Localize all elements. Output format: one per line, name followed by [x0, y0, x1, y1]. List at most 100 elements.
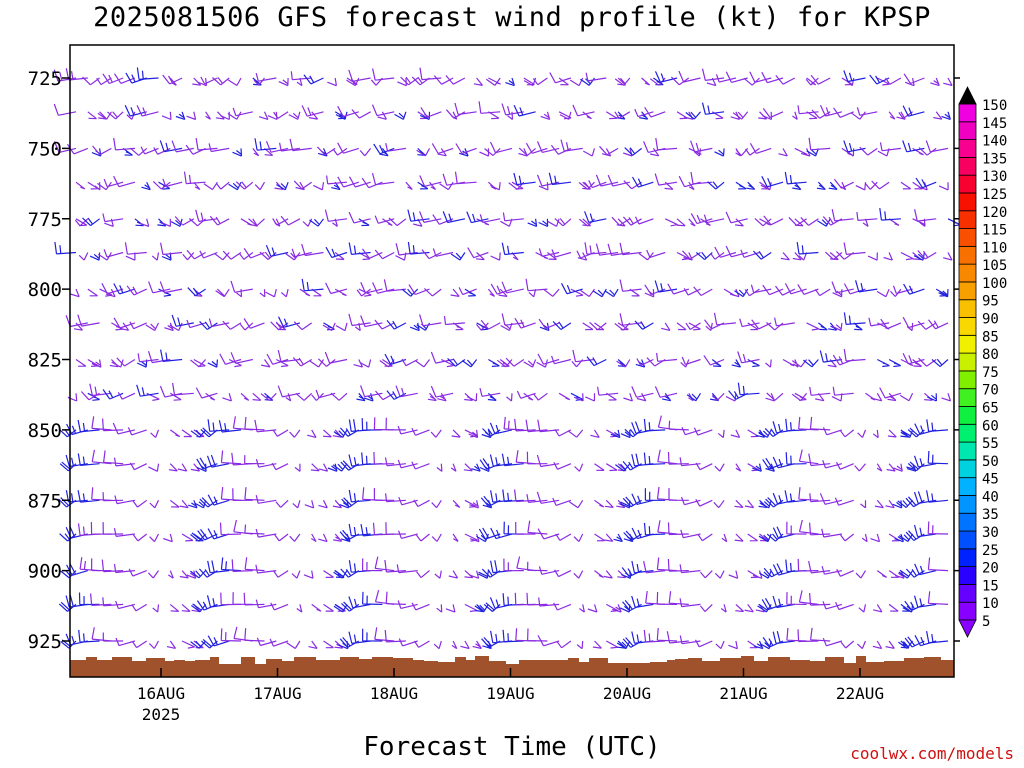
wind-barb — [261, 359, 271, 368]
wind-barb — [87, 111, 97, 120]
wind-barb — [218, 420, 242, 433]
wind-barb — [833, 107, 854, 118]
wind-barb — [586, 356, 607, 367]
wind-barb — [808, 137, 831, 151]
wind-barb — [274, 533, 289, 542]
wind-barb — [747, 358, 760, 368]
wind-barb — [450, 288, 460, 297]
wind-barb — [903, 73, 925, 85]
wind-barb — [311, 603, 322, 612]
wind-barb — [523, 359, 537, 368]
wind-barb — [172, 382, 194, 396]
wind-barb — [661, 322, 671, 331]
wind-barb — [536, 454, 560, 468]
wind-barb — [169, 499, 180, 508]
wind-barb — [941, 393, 952, 402]
wind-barb — [421, 249, 442, 260]
wind-barb — [619, 313, 642, 326]
wind-barb — [230, 352, 253, 364]
wind-barb — [373, 143, 395, 155]
wind-barb — [255, 599, 277, 609]
wind-barb — [333, 603, 348, 613]
wind-barb — [474, 604, 489, 613]
wind-barb — [526, 493, 548, 503]
wind-barb — [293, 180, 313, 190]
wind-barb — [832, 354, 854, 366]
wind-barb — [666, 631, 689, 644]
wind-barb — [621, 567, 642, 578]
wind-barb — [333, 570, 348, 579]
wind-barb — [538, 597, 560, 607]
wind-barb — [232, 592, 253, 605]
wind-barb — [809, 416, 831, 431]
wind-barb — [219, 353, 242, 365]
wind-barb — [888, 603, 899, 612]
wind-barb — [222, 393, 232, 402]
wind-barb — [928, 319, 949, 330]
wind-barb — [372, 282, 395, 294]
wind-barb — [525, 278, 548, 292]
wind-barb — [537, 635, 560, 647]
wind-barb — [233, 519, 253, 535]
wind-barb — [501, 103, 524, 116]
wind-barb — [798, 487, 819, 501]
wind-barb — [309, 218, 324, 227]
wind-barb — [824, 251, 843, 260]
wind-barb — [819, 105, 843, 117]
wind-barb — [558, 392, 571, 401]
wind-barb — [112, 422, 136, 435]
wind-barb — [239, 322, 254, 331]
wind-barb — [585, 393, 596, 402]
wind-barb — [868, 317, 890, 327]
colorbar-segment — [958, 103, 977, 123]
wind-barb — [302, 218, 313, 227]
wind-barb — [89, 383, 112, 397]
wind-barb — [525, 142, 548, 154]
wind-barb — [285, 393, 292, 402]
wind-barb — [843, 312, 866, 325]
wind-barb — [758, 429, 772, 438]
wind-barb — [478, 527, 501, 540]
wind-barb — [616, 111, 626, 120]
wind-barb — [160, 242, 183, 256]
wind-barb — [800, 216, 819, 226]
wind-barb — [754, 217, 772, 227]
wind-barb — [938, 289, 949, 298]
wind-barb — [91, 558, 112, 572]
colorbar-segment — [958, 228, 977, 247]
colorbar-segment — [958, 192, 977, 212]
wind-barb — [527, 628, 548, 642]
wind-barb — [181, 603, 191, 612]
wind-barb — [874, 499, 884, 509]
wind-barb — [160, 349, 183, 362]
wind-barb — [150, 429, 160, 438]
wind-barb — [91, 487, 112, 501]
wind-barb — [186, 249, 206, 260]
wind-barb — [303, 74, 324, 85]
credit-text[interactable]: coolwx.com/models — [850, 744, 1014, 763]
wind-barb — [645, 591, 666, 605]
wind-barb — [536, 141, 560, 153]
wind-barb — [469, 570, 480, 579]
wind-barb — [832, 386, 854, 396]
wind-barb — [395, 252, 407, 261]
wind-barb — [299, 288, 311, 297]
wind-barb — [467, 393, 478, 402]
wind-barb — [641, 77, 650, 86]
wind-barb — [533, 392, 548, 401]
wind-barb — [207, 494, 230, 506]
wind-barb — [385, 591, 406, 605]
wind-barb — [371, 172, 395, 186]
wind-barb — [678, 175, 701, 188]
wind-barb — [327, 77, 337, 87]
colorbar-top-arrow — [958, 86, 977, 105]
wind-barb — [271, 462, 289, 471]
wind-barb — [212, 77, 230, 86]
x-tick-label: 21AUG — [719, 684, 767, 703]
wind-barb — [700, 570, 713, 579]
wind-barb — [644, 106, 666, 118]
wind-barb — [276, 181, 289, 191]
chart-title: 2025081506 GFS forecast wind profile (kt… — [93, 2, 931, 33]
wind-barb — [277, 385, 301, 398]
wind-barb — [774, 317, 795, 327]
